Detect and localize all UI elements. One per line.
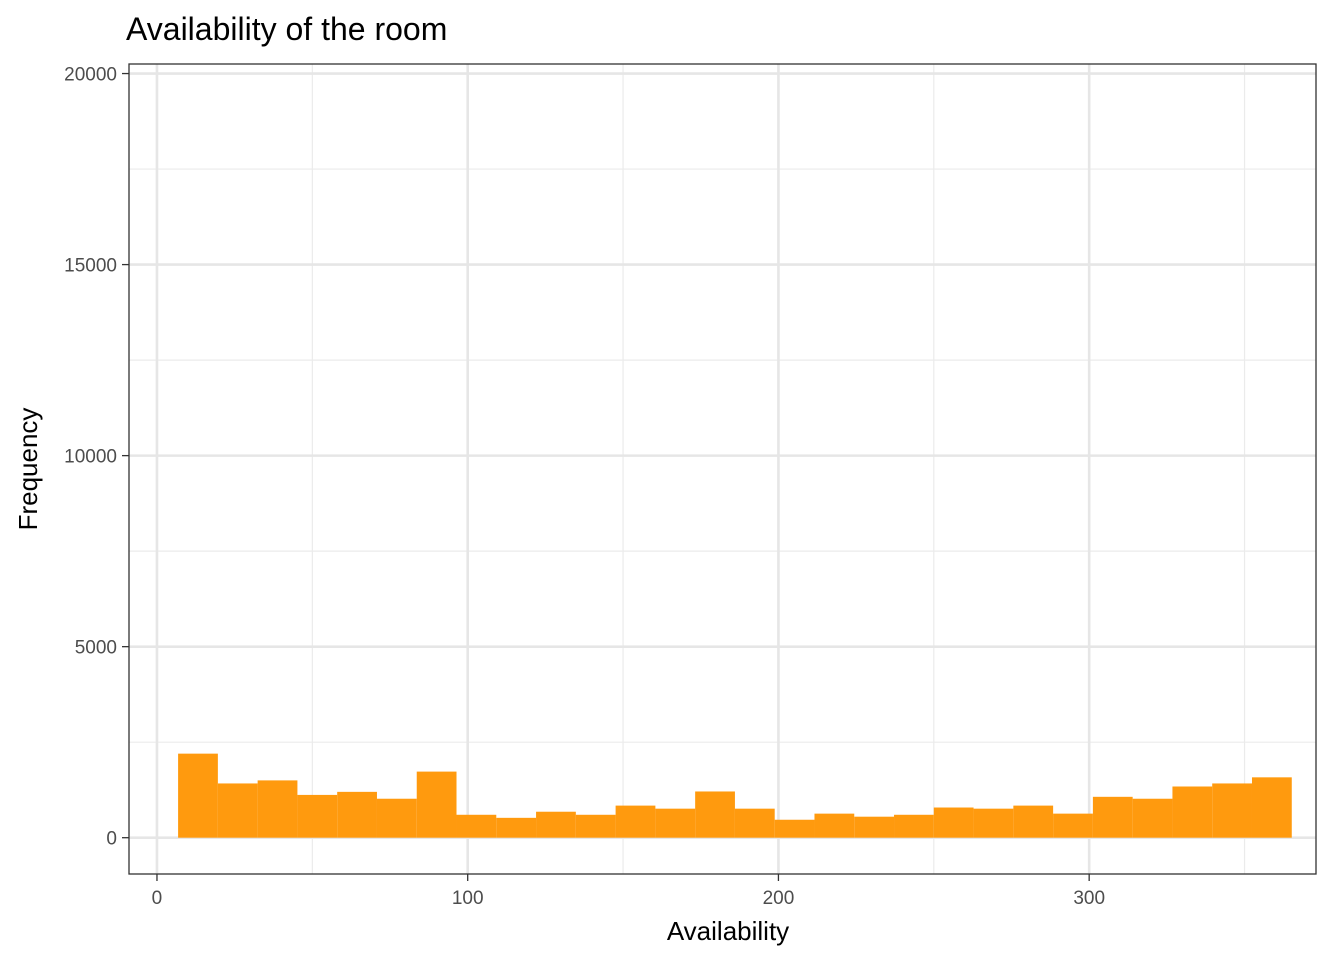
minor-gridlines	[129, 64, 1316, 874]
histogram-bar	[734, 808, 775, 838]
histogram-bar	[297, 794, 338, 838]
y-axis: 0 5000 10000 15000 20000	[64, 65, 129, 850]
y-tick-label: 0	[106, 829, 117, 850]
histogram-bar	[376, 798, 417, 838]
histogram-bar	[217, 783, 258, 838]
histogram-bar	[1053, 813, 1093, 838]
histogram-bar	[1172, 786, 1213, 838]
y-tick-label: 5000	[75, 638, 117, 659]
x-tick-label: 200	[763, 888, 795, 909]
plot-panel-background	[129, 64, 1316, 874]
histogram-bar	[1251, 777, 1292, 838]
histogram-bar	[615, 805, 656, 838]
histogram-bars	[178, 753, 1292, 838]
x-tick-label: 100	[452, 888, 484, 909]
histogram-bar	[1212, 783, 1252, 838]
histogram-bar	[337, 791, 377, 838]
chart-title: Availability of the room	[126, 11, 447, 47]
histogram-bar	[575, 814, 616, 838]
y-axis-title: Frequency	[13, 408, 43, 531]
plot-panel-border	[128, 63, 1317, 875]
histogram-bar	[854, 816, 895, 838]
x-tick-label: 0	[152, 888, 163, 909]
x-axis: 0 100 200 300	[152, 874, 1105, 909]
histogram-bar	[655, 808, 696, 838]
histogram-bar	[814, 813, 855, 838]
y-tick-label: 20000	[64, 65, 117, 86]
histogram-bar	[456, 814, 497, 838]
histogram-bar	[774, 819, 815, 838]
histogram-bar	[973, 808, 1014, 838]
y-tick-label: 15000	[64, 256, 117, 277]
histogram-bar	[695, 791, 735, 838]
histogram-bar	[257, 780, 298, 838]
histogram-bar	[1092, 796, 1133, 838]
x-axis-title: Availability	[667, 916, 789, 946]
histogram-bar	[1132, 798, 1173, 838]
histogram-bar	[536, 811, 576, 838]
histogram-bar	[416, 771, 457, 838]
histogram-bar	[894, 814, 934, 838]
x-tick-label: 300	[1073, 888, 1105, 909]
histogram-bar	[1013, 805, 1054, 838]
histogram-bar	[496, 817, 537, 838]
histogram-bar	[933, 807, 974, 838]
histogram-bar	[178, 753, 218, 838]
y-tick-label: 10000	[64, 447, 117, 468]
